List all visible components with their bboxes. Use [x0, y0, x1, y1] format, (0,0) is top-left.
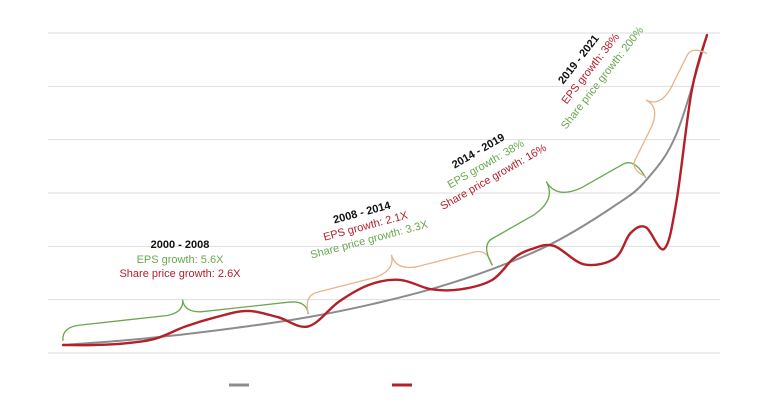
annotation-2014-2019: 2014 - 2019 EPS growth: 38% Share price … [438, 132, 549, 213]
period-brace [485, 162, 647, 266]
grid-lines [48, 32, 720, 354]
period-brace [62, 299, 309, 342]
share-price-line [61, 33, 709, 347]
series-lines [61, 33, 709, 347]
period-brace [306, 250, 493, 314]
annotation-2019-2021: 2019 - 2021 EPS growth: 38% Share price … [556, 24, 646, 131]
annotation-price: Share price growth: 2.6X [119, 268, 241, 280]
annotation-period: 2000 - 2008 [151, 239, 210, 251]
annotation-2000-2008: 2000 - 2008 EPS growth: 5.6X Share price… [119, 239, 241, 280]
annotation-2008-2014: 2008 - 2014 EPS growth: 2.1X Share price… [309, 199, 430, 261]
period-braces [62, 49, 708, 342]
annotation-eps: EPS growth: 5.6X [137, 254, 224, 266]
trend-line [62, 34, 708, 346]
period-brace [633, 49, 708, 178]
